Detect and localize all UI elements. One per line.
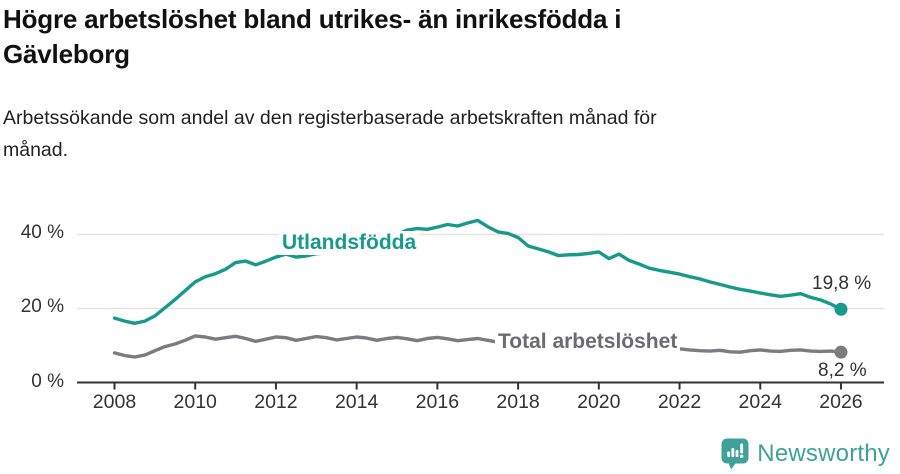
y-axis-tick-label-0: 0 % (31, 371, 64, 392)
chart-subtitle: Arbetssökande som andel av den registerb… (3, 102, 783, 166)
x-axis-tick-label: 2022 (657, 391, 702, 413)
x-axis-tick-label: 2008 (92, 391, 137, 413)
x-axis-tick-label: 2012 (254, 391, 298, 413)
subtitle-line-1: Arbetssökande som andel av den registerb… (3, 107, 657, 129)
x-axis-tick-label: 2010 (173, 391, 217, 413)
series-label-total-arbetsloshet: Total arbetslöshet (495, 330, 681, 354)
x-axis-tick-label: 2018 (496, 391, 540, 413)
series-label-utlandsfodda: Utlandsfödda (279, 231, 420, 255)
title-line-2: Gävleborg (3, 39, 130, 69)
x-axis-tick-label: 2026 (819, 391, 863, 413)
y-axis-tick-label-20: 20 % (20, 296, 64, 317)
end-value-label-total: 8,2 % (818, 360, 867, 381)
brand-name: Newsworthy (757, 439, 890, 467)
end-point-series-0 (834, 302, 848, 316)
x-axis-tick-label: 2020 (577, 391, 621, 413)
x-axis-tick-label: 2014 (334, 391, 379, 413)
page-title: Högre arbetslöshet bland utrikes- än inr… (3, 2, 783, 72)
title-line-1: Högre arbetslöshet bland utrikes- än inr… (3, 4, 622, 34)
subtitle-line-2: månad. (3, 139, 69, 161)
newsworthy-logo: Newsworthy (720, 437, 890, 470)
x-axis-tick-label: 2016 (415, 391, 460, 413)
line-series-0 (112, 218, 843, 325)
line-series-1 (112, 334, 843, 359)
end-value-label-utlandsfodda: 19,8 % (812, 273, 872, 294)
y-axis-tick-label-40: 40 % (20, 222, 64, 243)
x-axis-tick-label: 2024 (738, 391, 782, 413)
end-point-series-1 (834, 345, 848, 359)
bar-chart-speech-bubble-icon (721, 438, 749, 470)
